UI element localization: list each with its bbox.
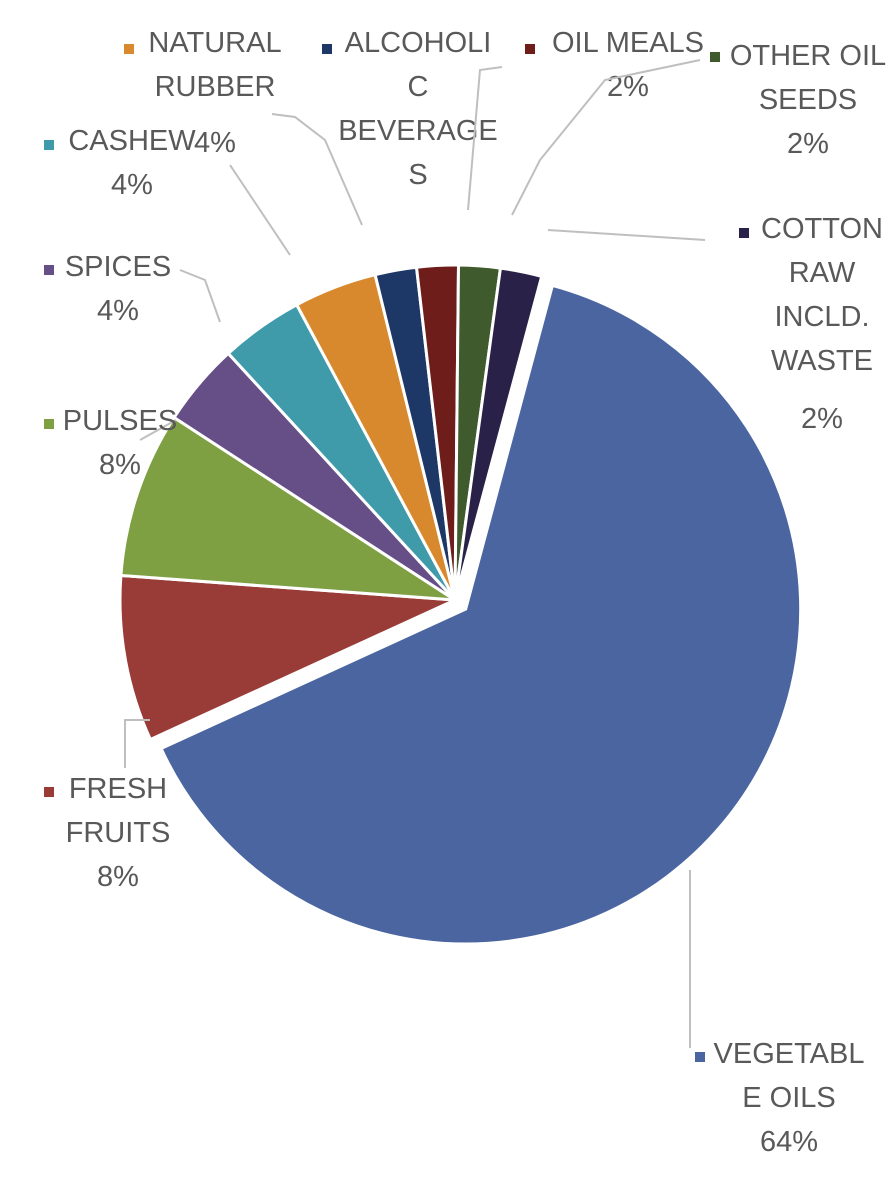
slice-label-line: VEGETABL (714, 1038, 865, 1070)
legend-square-icon (44, 140, 54, 150)
leader-line (179, 269, 221, 323)
slice-label-line: BEVERAGE (338, 115, 498, 147)
leader-line (271, 113, 363, 226)
legend-square-icon (44, 787, 54, 797)
pie-slice-pulses (119, 415, 456, 602)
slice-percent-label: 2% (607, 71, 649, 103)
slice-label-line: S (408, 159, 427, 191)
slice-label-line: CASHEW (68, 125, 196, 157)
legend-square-icon (525, 44, 535, 54)
leader-line (229, 164, 291, 256)
slice-percent-label: 4% (194, 127, 236, 159)
slice-label-line: RUBBER (155, 71, 276, 103)
legend-square-icon (710, 52, 720, 62)
data-label-fresh-fruits: FRESH FRUITS 8% (44, 719, 171, 893)
leader-line (547, 229, 706, 241)
slice-label-line: INCLD. (774, 301, 869, 333)
leader-line (467, 66, 503, 211)
slice-label-line: FRESH (69, 773, 167, 805)
legend-square-icon (322, 44, 332, 54)
leader-line (124, 719, 150, 768)
data-label-other-oil-seeds: OTHER OIL SEEDS 2% (511, 40, 886, 216)
data-label-spices: SPICES 4% (44, 251, 221, 327)
data-label-vegetable-oils: VEGETABL E OILS 64% (689, 870, 865, 1158)
slice-label-line: PULSES (63, 405, 177, 437)
slice-label-line: SEEDS (759, 84, 857, 116)
slice-label-line: C (408, 71, 429, 103)
slice-label-line: COTTON (761, 213, 883, 245)
data-label-alcoholic-beverages: ALCOHOLI C BEVERAGE S (322, 27, 498, 191)
legend-square-icon (44, 419, 54, 429)
slice-percent-label: 64% (760, 1126, 818, 1158)
data-label-cotton-raw-incld-waste: COTTON RAW INCLD. WASTE 2% (547, 213, 883, 435)
pie-slice-cotton-raw-incld-waste (453, 266, 544, 601)
data-label-oil-meals: OIL MEALS 2% (467, 27, 704, 211)
slice-label-line: RAW (789, 257, 856, 289)
data-label-pulses: PULSES 8% (44, 405, 177, 481)
slice-label-line: WASTE (771, 345, 873, 377)
legend-square-icon (44, 265, 54, 275)
pie-slice-fresh-fruits (118, 573, 456, 742)
slice-percent-label: 4% (111, 169, 153, 201)
data-label-natural-rubber: NATURAL RUBBER 4% (124, 27, 363, 226)
slice-percent-label: 2% (787, 128, 829, 160)
slice-label-line: NATURAL (148, 27, 281, 59)
pie-slice-vegetable-oils (159, 283, 803, 946)
leader-line (139, 419, 177, 441)
slice-label-line: E OILS (742, 1082, 836, 1114)
legend-square-icon (695, 1052, 705, 1062)
slice-percent-label: 4% (97, 295, 139, 327)
leader-line (511, 59, 701, 216)
slice-percent-label: 8% (97, 861, 139, 893)
slice-label-line: OIL MEALS (552, 27, 704, 59)
slice-label-line: FRUITS (66, 817, 171, 849)
slice-label-line: ALCOHOLI (345, 27, 492, 59)
slice-percent-label: 2% (801, 403, 843, 435)
slice-label-line: SPICES (65, 251, 171, 283)
legend-square-icon (739, 228, 749, 238)
slice-percent-label: 8% (99, 449, 141, 481)
slice-label-line: OTHER OIL (730, 40, 886, 72)
legend-square-icon (124, 44, 134, 54)
